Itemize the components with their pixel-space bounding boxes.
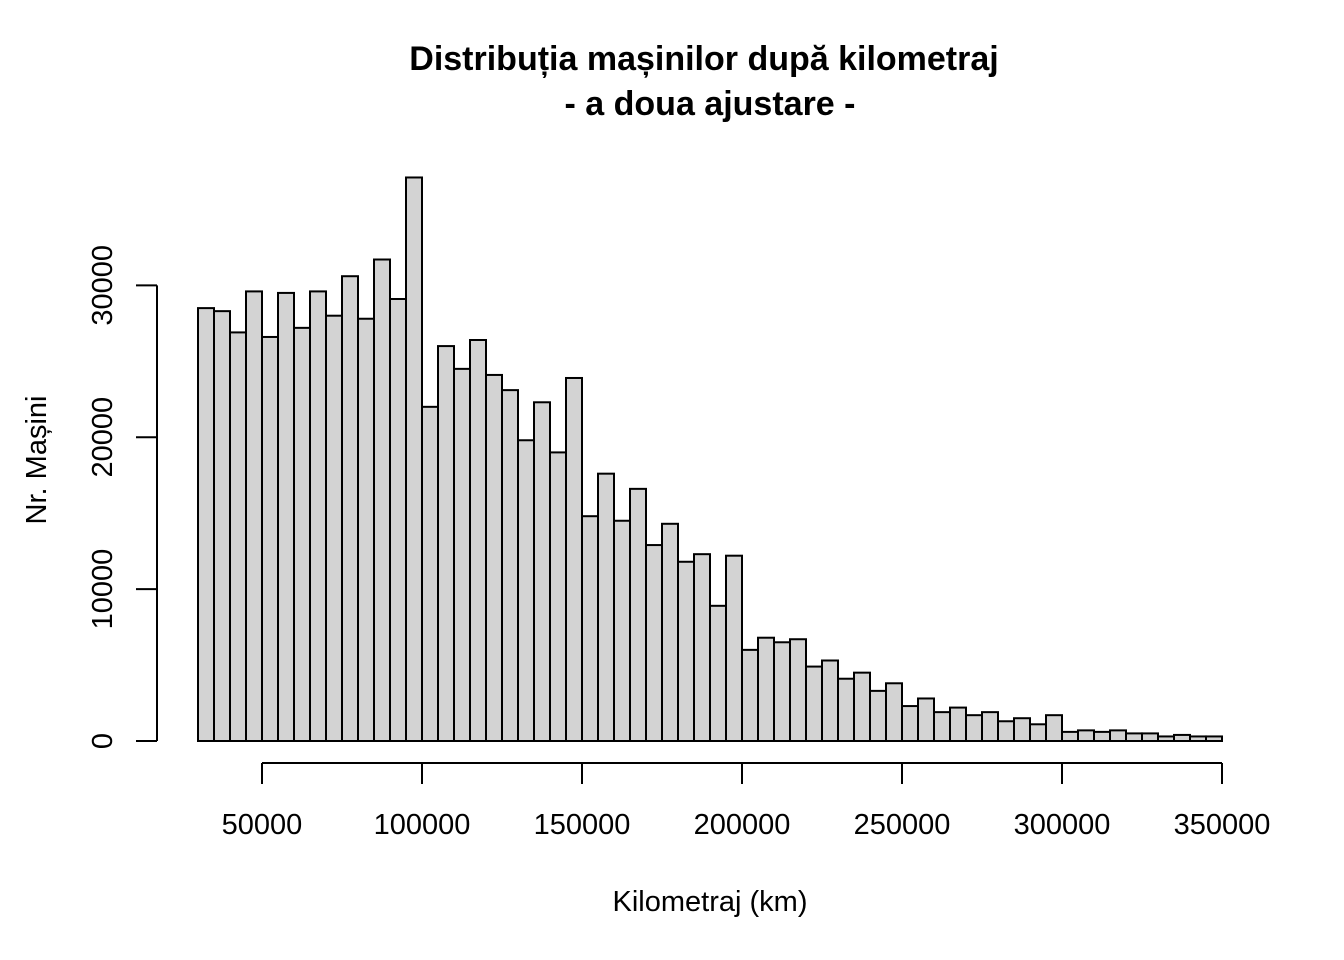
y-axis-label: Nr. Mașini	[21, 396, 53, 525]
chart-subtitle: - a doua ajustare -	[565, 85, 856, 123]
histogram-bar	[1189, 735, 1207, 742]
histogram-bar	[981, 711, 999, 743]
histogram-bar	[421, 405, 439, 742]
histogram-bar	[1045, 714, 1063, 743]
x-tick-label: 300000	[1014, 809, 1111, 841]
histogram-bar	[773, 641, 791, 742]
histogram-bar	[789, 638, 807, 742]
histogram-bar	[517, 439, 535, 742]
x-tick-label: 100000	[374, 809, 471, 841]
bars-group	[197, 176, 1223, 743]
histogram-bar	[837, 677, 855, 742]
histogram-bar	[805, 665, 823, 743]
histogram-bar	[661, 522, 679, 743]
histogram-bar	[309, 290, 327, 742]
histogram-bar	[485, 373, 503, 742]
y-axis: 0 10000 20000 30000	[87, 245, 158, 749]
histogram-bar	[277, 291, 295, 742]
histogram-bar	[373, 258, 391, 742]
histogram-bar	[245, 290, 263, 742]
histogram-bar	[869, 689, 887, 742]
histogram-bar	[741, 648, 759, 742]
histogram-bar	[341, 275, 359, 742]
histogram-bar	[469, 339, 487, 742]
histogram-bar	[949, 706, 967, 743]
histogram-bar	[1141, 732, 1159, 742]
histogram-bar	[917, 697, 935, 743]
histogram-bar	[389, 297, 407, 742]
histogram-bar	[997, 720, 1015, 742]
histogram-bar	[213, 310, 231, 742]
chart-title: Distribuția mașinilor după kilometraj	[409, 40, 998, 78]
histogram-bar	[565, 376, 583, 742]
histogram-bar	[1093, 730, 1111, 742]
histogram-bar	[1013, 717, 1031, 742]
histogram-bar	[597, 472, 615, 742]
histogram-bar	[1077, 729, 1095, 742]
histogram-bar	[629, 487, 647, 742]
histogram-bar	[533, 401, 551, 742]
histogram-bar	[437, 345, 455, 742]
histogram-bar	[725, 554, 743, 742]
y-tick-label: 20000	[87, 397, 119, 478]
histogram-bar	[1061, 730, 1079, 742]
histogram-bar	[933, 711, 951, 743]
histogram-bar	[581, 515, 599, 743]
histogram-bar	[197, 307, 215, 742]
histogram-bar	[901, 705, 919, 743]
histogram-bar	[821, 659, 839, 743]
histogram-bar	[293, 326, 311, 742]
x-tick-label: 150000	[534, 809, 631, 841]
histogram-bar	[693, 553, 711, 742]
x-axis-label: Kilometraj (km)	[613, 886, 808, 918]
histogram-bar	[1205, 735, 1223, 742]
histogram-bar	[965, 714, 983, 743]
histogram-bar	[1125, 732, 1143, 742]
histogram-bar	[229, 331, 247, 742]
histogram-bar	[677, 560, 695, 743]
histogram-bar	[549, 451, 567, 742]
histogram-bar	[757, 636, 775, 742]
histogram-bar	[645, 544, 663, 742]
y-tick-label: 0	[87, 733, 119, 749]
x-tick-label: 50000	[222, 809, 303, 841]
histogram-bar	[261, 335, 279, 742]
x-tick-label: 350000	[1174, 809, 1271, 841]
histogram-bar	[853, 671, 871, 742]
histogram-bar	[709, 604, 727, 742]
histogram-bar	[325, 314, 343, 742]
histogram-bar	[1173, 733, 1191, 742]
x-tick-label: 250000	[854, 809, 951, 841]
y-tick-label: 10000	[87, 549, 119, 630]
histogram-bar	[1109, 729, 1127, 742]
histogram-bar	[405, 176, 423, 742]
histogram-bar	[613, 519, 631, 743]
x-tick-label: 200000	[694, 809, 791, 841]
histogram-bar	[1029, 723, 1047, 742]
histogram-bar	[501, 389, 519, 742]
histogram-bar	[885, 682, 903, 742]
y-tick-label: 30000	[87, 245, 119, 326]
histogram-bar	[357, 317, 375, 742]
histogram-bar	[453, 367, 471, 742]
histogram-bar	[1157, 735, 1175, 742]
x-axis: 50000 100000 150000 200000 250000 300000 35000…	[222, 762, 1271, 841]
